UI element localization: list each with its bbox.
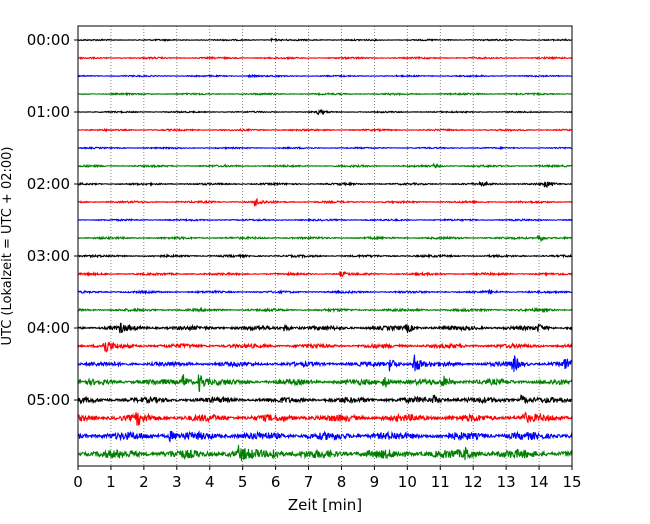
trace-row-3 — [77, 91, 573, 97]
y-tick-label: 05:00 — [27, 391, 70, 409]
x-axis-ticks: 0 1 2 3 4 5 6 7 8 9 10 11 12 13 14 15 — [73, 466, 582, 491]
trace-row-18 — [77, 354, 573, 372]
trace-row-4 — [77, 108, 573, 116]
trace-row-10 — [77, 217, 573, 223]
y-tick-label: 02:00 — [27, 175, 70, 193]
x-tick-label: 14 — [530, 473, 549, 491]
x-tick-label: 10 — [398, 473, 417, 491]
trace-row-21 — [77, 411, 573, 426]
trace-row-15 — [77, 306, 573, 314]
trace-row-8 — [77, 180, 573, 188]
x-tick-label: 4 — [205, 473, 215, 491]
trace-row-12 — [77, 253, 573, 260]
trace-row-14 — [77, 289, 573, 296]
x-tick-label: 8 — [337, 473, 347, 491]
y-tick-label: 03:00 — [27, 247, 70, 265]
trace-row-1 — [77, 55, 573, 61]
x-axis-label: Zeit [min] — [288, 496, 362, 514]
y-axis-label: UTC (Lokalzeit = UTC + 02:00) — [0, 147, 15, 346]
trace-row-13 — [77, 270, 573, 278]
x-tick-label: 6 — [271, 473, 281, 491]
grid-lines — [110, 26, 540, 466]
trace-row-9 — [77, 197, 573, 207]
trace-row-0 — [77, 37, 573, 43]
plot-frame — [77, 25, 573, 467]
x-tick-label: 11 — [431, 473, 450, 491]
trace-row-23 — [77, 444, 573, 462]
trace-row-16 — [77, 322, 573, 334]
x-tick-label: 1 — [106, 473, 116, 491]
x-tick-label: 9 — [370, 473, 380, 491]
x-tick-label: 3 — [172, 473, 182, 491]
y-axis-ticks: 00:00 01:00 02:00 03:00 04:00 05:00 — [27, 31, 78, 409]
trace-row-5 — [77, 127, 573, 133]
trace-row-11 — [77, 234, 573, 243]
x-tick-label: 7 — [304, 473, 314, 491]
y-tick-label: 04:00 — [27, 319, 70, 337]
trace-row-19 — [77, 374, 573, 393]
trace-row-20 — [77, 394, 573, 405]
y-tick-label: 01:00 — [27, 103, 70, 121]
x-tick-label: 5 — [238, 473, 248, 491]
x-tick-label: 13 — [497, 473, 516, 491]
x-tick-label: 15 — [562, 473, 581, 491]
trace-row-2 — [77, 73, 573, 79]
x-tick-label: 12 — [464, 473, 483, 491]
y-tick-label: 00:00 — [27, 31, 70, 49]
trace-row-17 — [77, 341, 573, 353]
trace-row-22 — [77, 429, 573, 443]
trace-row-6 — [77, 145, 573, 151]
seismic-traces — [77, 37, 573, 462]
x-tick-label: 2 — [139, 473, 149, 491]
x-tick-label: 0 — [73, 473, 83, 491]
trace-row-7 — [77, 163, 573, 169]
